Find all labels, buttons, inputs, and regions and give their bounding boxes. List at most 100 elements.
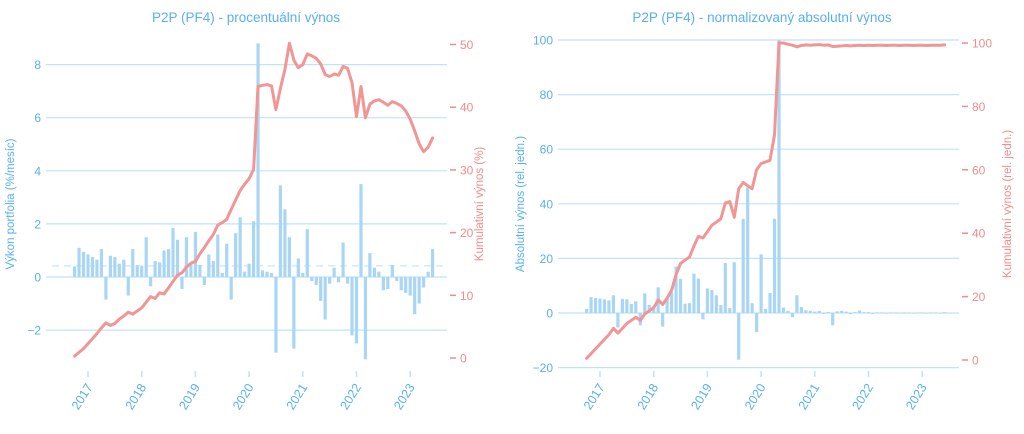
bar-month <box>920 312 924 313</box>
bar-month <box>768 293 772 313</box>
bar-month <box>417 277 421 304</box>
bar-month <box>674 266 678 313</box>
bar-month <box>701 313 705 320</box>
right-axis-title-percent: Kumulativní výnos (%) <box>474 147 486 262</box>
bar-month <box>404 277 408 293</box>
bar-month <box>763 308 768 313</box>
bar-month <box>647 304 651 313</box>
bar-month <box>835 311 839 313</box>
bar-month <box>710 290 714 313</box>
bar-month <box>180 277 184 289</box>
bar-month <box>77 247 81 277</box>
bar-month <box>171 227 175 277</box>
left-axis-tick-label: 40 <box>540 197 554 211</box>
bar-month <box>934 312 938 313</box>
bar-month <box>122 259 126 277</box>
bar-month <box>813 311 817 313</box>
bar-month <box>166 249 171 277</box>
chart-percent-return: −2 0 2 4 6 8 0 10 20 30 40 50 2017 2018 2019 2020 2021 20… <box>0 0 512 429</box>
bar-month <box>692 273 696 313</box>
left-axis-tick-label: 100 <box>533 34 553 48</box>
bar-month <box>184 237 189 278</box>
bar-month <box>328 277 332 284</box>
bar-month <box>345 277 350 284</box>
bar-month <box>804 310 808 313</box>
left-axis-title-percent: Výkon portfolia (%/mesíc) <box>5 138 17 269</box>
bar-month <box>108 255 112 277</box>
bar-month <box>607 300 611 313</box>
bar-month <box>728 308 732 313</box>
bar-month <box>620 298 624 313</box>
bar-month <box>938 313 942 314</box>
right-axis-tick-label: 40 <box>972 227 986 241</box>
bar-month <box>866 312 871 313</box>
right-axis-tick-label: 10 <box>460 289 474 303</box>
bar-month <box>314 277 318 285</box>
bar-month <box>916 312 920 313</box>
left-axis-tick-label: 60 <box>540 143 554 157</box>
bar-month <box>243 271 247 277</box>
plot-area-normalized: −20 0 20 40 60 80 100 0 20 40 60 80 100 2017 2018 2019 2… <box>533 34 993 413</box>
bar-month <box>359 184 363 277</box>
bar-month <box>584 308 589 313</box>
bar-month <box>408 277 412 296</box>
bar-month <box>144 237 148 278</box>
bar-month <box>126 277 130 296</box>
bar-month <box>790 313 795 318</box>
bar-month <box>625 299 629 313</box>
bar-month <box>198 265 202 277</box>
bar-month <box>189 263 193 278</box>
bar-month <box>104 277 108 300</box>
chart-normalized-absolute-canvas: −20 0 20 40 60 80 100 0 20 40 60 80 100 2017 2018 2019 2… <box>515 10 1014 413</box>
bar-month <box>372 267 376 277</box>
bar-month <box>422 277 426 288</box>
bar-month <box>113 257 117 277</box>
x-axis-tick-label: 2017 <box>69 381 96 412</box>
bar-month <box>670 291 674 313</box>
bar-month <box>225 243 229 277</box>
bar-month <box>274 277 278 353</box>
bar-month <box>750 303 754 313</box>
bar-month <box>354 277 359 344</box>
bar-month <box>238 217 242 277</box>
bar-month <box>72 266 77 277</box>
left-axis-tick-label: −2 <box>27 324 41 338</box>
bar-month <box>683 303 687 313</box>
bar-month <box>840 310 844 313</box>
x-axis-tick-label: 2021 <box>796 381 823 412</box>
bar-month <box>247 263 251 278</box>
bar-month <box>822 313 826 314</box>
bar-month <box>287 237 291 278</box>
bar-month <box>723 263 727 313</box>
bar-month <box>368 253 372 277</box>
bar-month <box>149 277 153 287</box>
x-axis-tick-label: 2022 <box>849 381 876 412</box>
bar-month <box>386 277 390 289</box>
bar-month <box>363 277 368 360</box>
right-axis-tick-label: 100 <box>972 37 992 51</box>
bar-month <box>795 295 799 313</box>
bar-month <box>898 313 902 314</box>
bar-month <box>678 278 683 314</box>
bar-month <box>875 312 880 313</box>
bar-month <box>880 312 884 313</box>
bar-month <box>741 218 745 313</box>
bar-month <box>705 288 709 313</box>
bar-month <box>942 312 947 313</box>
bar-month <box>598 298 602 313</box>
bar-month <box>719 305 723 313</box>
cumulative-line <box>73 41 435 358</box>
right-axis-tick-label: 40 <box>460 101 474 115</box>
x-axis-tick-label: 2018 <box>123 381 150 412</box>
bar-month <box>323 277 327 320</box>
bar-month <box>687 303 692 313</box>
bar-month <box>310 277 314 281</box>
left-axis-tick-label: 80 <box>540 88 554 102</box>
right-axis-tick-label: 30 <box>460 163 474 177</box>
bar-month <box>229 277 233 300</box>
right-axis-tick-label: 50 <box>460 38 474 52</box>
left-axis-tick-label: −20 <box>533 361 554 375</box>
x-axis-tick-label: 2017 <box>581 381 608 412</box>
bar-month <box>737 313 741 360</box>
bar-month <box>652 306 656 314</box>
